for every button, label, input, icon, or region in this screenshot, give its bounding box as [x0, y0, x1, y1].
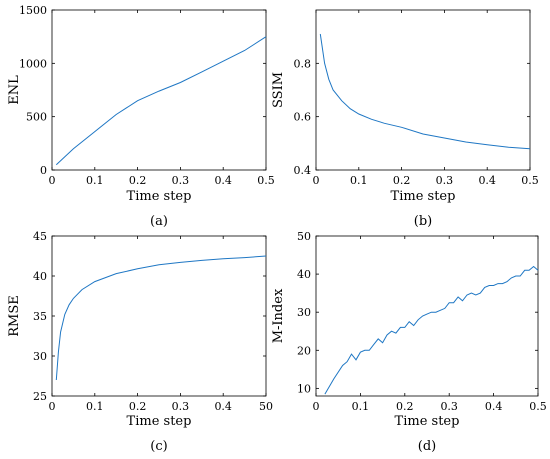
x-tick-label: 0.1: [352, 400, 370, 413]
chart-panel: 0 0.1 0.2 0.3 0.4 0.5 0 500 1000 1500 Time step ENL…: [7, 4, 275, 229]
y-tick-label: 25: [33, 390, 47, 403]
x-tick-label: 0: [313, 174, 320, 187]
panel-caption: (b): [414, 214, 432, 229]
y-tick-label: 0: [40, 164, 47, 177]
x-tick-label: 0.2: [129, 174, 147, 187]
x-tick-label: 0.4: [214, 174, 232, 187]
y-tick-label: 50: [297, 230, 311, 243]
series-line: [55, 36, 267, 166]
y-tick-label: 35: [33, 310, 47, 323]
y-tick-label: 0.4: [294, 164, 312, 177]
y-tick-label: 0.6: [294, 111, 312, 124]
x-tick-label: 0.3: [172, 174, 190, 187]
panel-caption: (c): [150, 439, 167, 454]
y-tick-label: 1500: [19, 4, 47, 17]
x-axis-label: Time step: [127, 189, 192, 204]
chart-panel: 0 0.1 0.2 0.3 0.4 50 25 30 35 40 45 Time step RMSE (c…: [7, 230, 273, 454]
x-axis-label: Time step: [395, 414, 460, 429]
y-tick-label: 30: [33, 350, 47, 363]
y-tick-label: 45: [33, 230, 47, 243]
y-tick-label: 10: [297, 382, 311, 395]
panel-caption: (d): [418, 439, 436, 454]
x-tick-label: 0.2: [129, 400, 147, 413]
x-tick-label: 0: [49, 174, 56, 187]
y-axis-label: M-Index: [271, 288, 286, 343]
x-tick-label: 0.5: [521, 174, 539, 187]
plot-frame: [315, 9, 531, 171]
y-tick-label: 1000: [19, 57, 47, 70]
x-tick-label: 0.4: [214, 400, 232, 413]
x-tick-label: 0.3: [172, 400, 190, 413]
x-tick-label: 0.4: [478, 174, 496, 187]
x-tick-label: 0.1: [86, 400, 104, 413]
x-axis-label: Time step: [391, 189, 456, 204]
x-tick-label: 0.1: [350, 174, 368, 187]
x-tick-label: 0.3: [436, 174, 454, 187]
plot-frame: [315, 235, 539, 397]
series-line: [324, 265, 539, 395]
y-axis-label: ENL: [7, 75, 22, 105]
x-tick-label: 0.5: [257, 174, 275, 187]
y-tick-label: 0.8: [294, 57, 312, 70]
y-tick-label: 40: [297, 268, 311, 281]
panel-caption: (a): [150, 214, 168, 229]
x-axis-label: Time step: [127, 414, 192, 429]
plot-frame: [51, 9, 267, 171]
series-line: [55, 255, 267, 381]
y-axis-label: RMSE: [7, 295, 22, 337]
y-axis-label: SSIM: [271, 72, 286, 108]
y-tick-label: 500: [26, 111, 47, 124]
x-tick-label: 0.4: [485, 400, 503, 413]
x-tick-label: 0.2: [393, 174, 411, 187]
x-tick-label: 50: [259, 400, 273, 413]
x-tick-label: 0.3: [440, 400, 458, 413]
x-tick-label: 0.1: [86, 174, 104, 187]
y-tick-label: 20: [297, 344, 311, 357]
y-tick-label: 40: [33, 270, 47, 283]
plot-frame: [51, 235, 267, 397]
x-tick-label: 0: [49, 400, 56, 413]
x-tick-label: 0.2: [396, 400, 414, 413]
chart-panel: 0 0.1 0.2 0.3 0.4 0.5 0.4 0.6 0.8 Time step SSIM (b…: [271, 9, 539, 229]
chart-panel: 0 0.1 0.2 0.3 0.4 0.5 10 20 30 40 50 Time step M-Ind…: [271, 230, 547, 454]
series-line: [319, 33, 531, 150]
x-tick-label: 0: [313, 400, 320, 413]
x-tick-label: 0.5: [529, 400, 547, 413]
y-tick-label: 30: [297, 306, 311, 319]
